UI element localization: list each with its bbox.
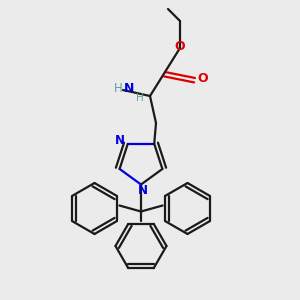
Text: H: H (136, 92, 143, 103)
Text: N: N (137, 184, 148, 197)
Text: N: N (115, 134, 125, 147)
Text: O: O (197, 71, 208, 85)
Text: H: H (114, 82, 123, 95)
Text: N: N (124, 82, 134, 95)
Text: O: O (175, 40, 185, 53)
